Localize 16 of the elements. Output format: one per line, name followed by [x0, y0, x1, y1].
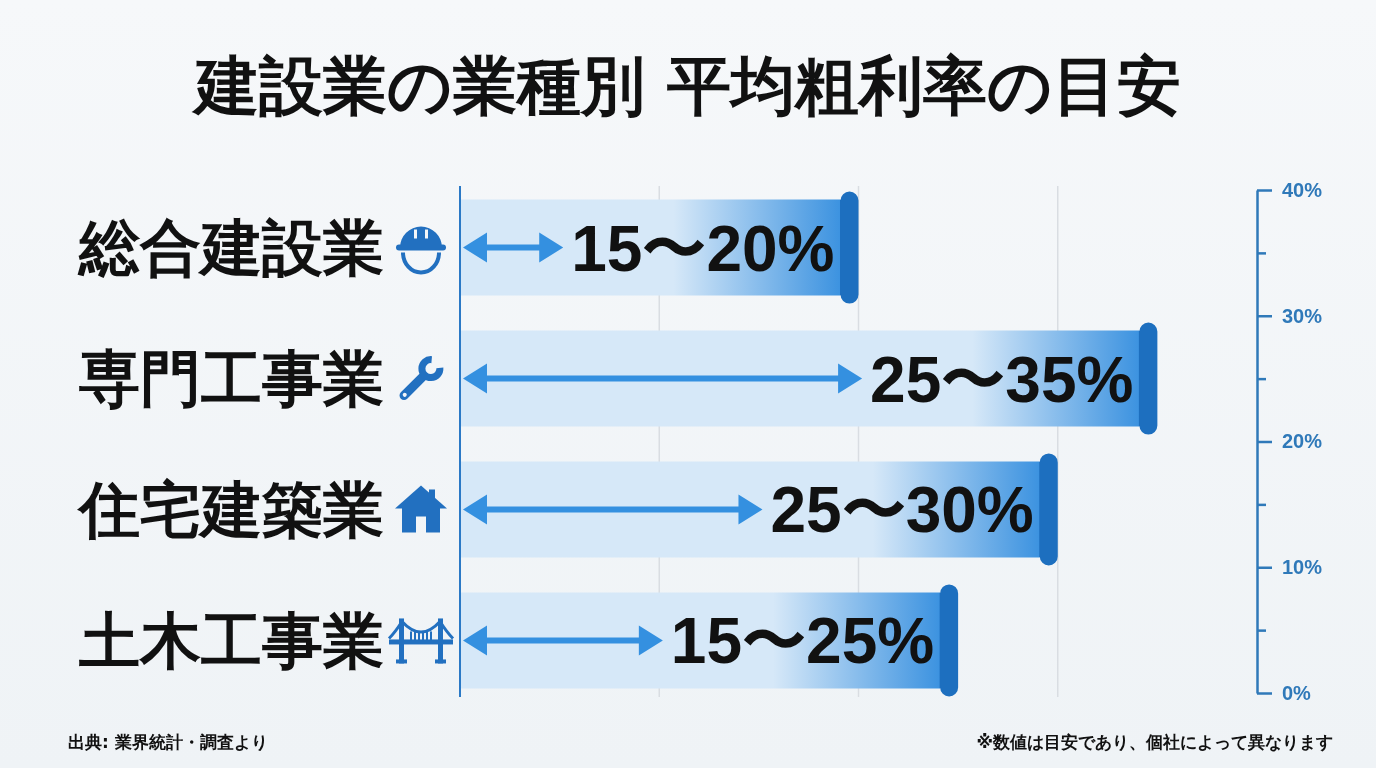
y2-tick-label: 20% [1282, 430, 1323, 453]
y-tick-label: 土木工事業 [79, 604, 384, 676]
data-label: 15〜25% [670, 605, 935, 678]
y-tick-label: 総合建設業 [77, 212, 384, 284]
data-label: 25〜35% [870, 343, 1134, 416]
source-note: 出典: 業界統計・調査より [68, 732, 268, 752]
chart-title: 建設業の業種別 平均粗利率の目安 [190, 49, 1182, 123]
y2-tick-label: 30% [1282, 304, 1323, 327]
y-tick-label: 住宅建築業 [76, 473, 384, 545]
y2-tick-label: 0% [1282, 681, 1312, 704]
text: ※数値は目安であり、個社によって異なります [976, 732, 1333, 752]
y2-tick-label: 40% [1282, 178, 1323, 201]
data-label: 15〜20% [571, 212, 835, 285]
y-tick-label: 専門工事業 [79, 343, 384, 415]
y2-tick-label: 10% [1282, 556, 1323, 579]
data-label: 25〜30% [770, 474, 1034, 547]
